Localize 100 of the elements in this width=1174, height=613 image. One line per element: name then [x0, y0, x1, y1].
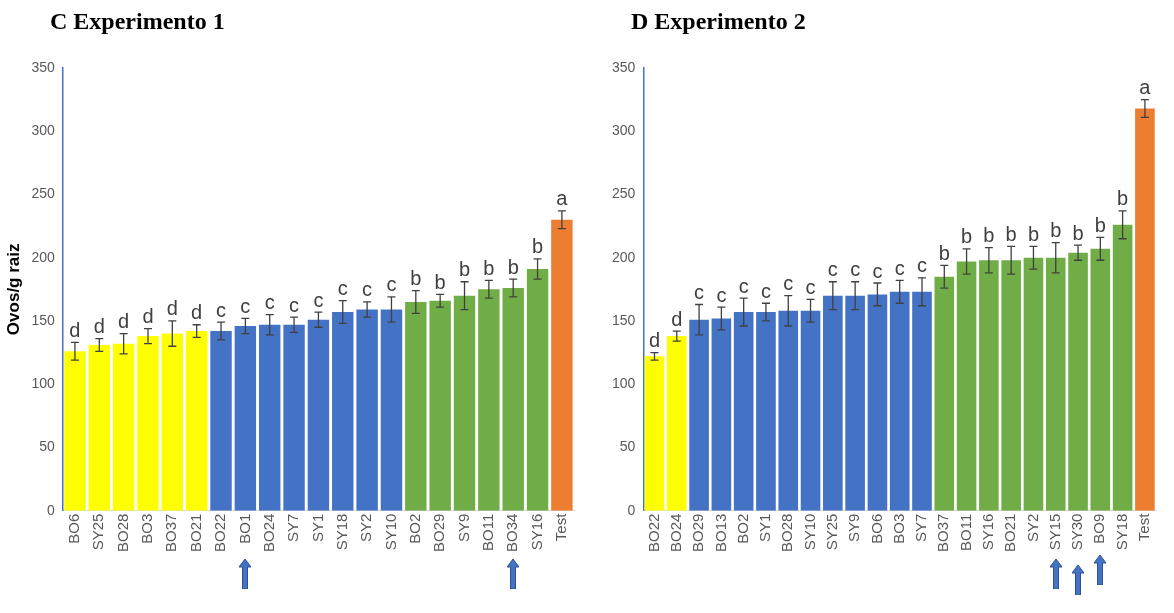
annotation: b [961, 225, 973, 248]
x-tick-label: BO37 [934, 513, 952, 552]
annotation: d [166, 297, 178, 320]
y-tick-label: 300 [612, 122, 636, 139]
annotation: b [483, 256, 495, 279]
x-tick-label: BO2 [733, 513, 751, 544]
annotation: c [386, 273, 397, 296]
y-tick-label: 50 [619, 438, 636, 455]
annotation: b [983, 224, 995, 247]
annotation: b [1072, 221, 1084, 244]
bar [307, 319, 330, 511]
annotation: c [894, 256, 905, 279]
bar [1001, 260, 1021, 511]
bar [823, 295, 843, 511]
bar [283, 324, 305, 511]
y-tick-label: 300 [31, 122, 55, 139]
x-tick-label: BO1 [235, 513, 253, 544]
bar [234, 326, 257, 511]
y-tick-label: 250 [612, 185, 636, 202]
chart-title: D Experimento 2 [630, 7, 807, 36]
annotation: a [556, 187, 569, 210]
annotation: b [1117, 187, 1129, 210]
y-tick-label: 150 [612, 311, 636, 328]
annotation: c [264, 291, 275, 314]
annotation: c [694, 281, 705, 304]
bar [161, 333, 184, 511]
y-tick-label: 50 [39, 438, 55, 455]
x-tick-label: BO34 [503, 513, 521, 552]
y-axis-title: Ovos/g raiz [3, 243, 23, 336]
annotation: c [917, 254, 927, 277]
x-tick-label: BO28 [113, 513, 131, 552]
bar [526, 269, 549, 511]
bar [64, 351, 86, 511]
x-tick-label: SY2 [357, 513, 375, 542]
annotation: d [69, 318, 81, 341]
bar [689, 319, 709, 511]
bar [778, 310, 799, 511]
annotation: a [1139, 76, 1152, 99]
bar [1068, 252, 1088, 511]
chart-title: C Experimento 1 [49, 7, 226, 36]
y-tick-label: 350 [612, 58, 636, 75]
bar [1112, 224, 1133, 511]
x-tick-label: BO29 [430, 513, 448, 552]
x-tick-label: BO24 [259, 513, 277, 552]
annotation: d [648, 329, 661, 352]
bar [380, 309, 403, 511]
bar [185, 331, 208, 511]
bar [356, 309, 378, 511]
x-tick-label: Test [552, 512, 570, 542]
x-tick-label: SY10 [381, 513, 399, 551]
annotation: c [313, 288, 324, 311]
x-tick-label: BO21 [186, 513, 204, 552]
annotation: c [716, 283, 727, 306]
x-tick-label: SY9 [454, 513, 472, 542]
bar [867, 294, 888, 511]
annotation: b [458, 258, 471, 281]
bar [478, 289, 500, 511]
bar [551, 219, 573, 511]
x-tick-label: SY9 [845, 513, 863, 542]
x-tick-label: BO28 [778, 513, 796, 552]
bar [1045, 257, 1066, 511]
x-tick-label: SY25 [89, 513, 107, 551]
annotation: b [410, 267, 422, 290]
bar [1135, 108, 1155, 511]
annotation: b [434, 270, 446, 293]
bar [889, 291, 910, 511]
bar [502, 288, 524, 511]
annotation: b [938, 241, 950, 264]
annotation: c [289, 293, 300, 316]
annotation: c [805, 275, 816, 298]
bar [405, 301, 427, 511]
x-tick-label: SY16 [527, 513, 545, 551]
x-tick-label: BO22 [211, 513, 229, 552]
x-tick-label: SY10 [800, 513, 818, 551]
bar [756, 312, 776, 511]
y-tick-label: 150 [31, 311, 55, 328]
annotation: d [118, 310, 130, 333]
bar [800, 310, 821, 511]
x-tick-label: BO9 [1090, 513, 1108, 544]
annotation: b [531, 235, 544, 258]
annotation: c [240, 294, 251, 317]
bar [733, 312, 754, 511]
annotation: c [362, 278, 373, 301]
x-tick-label: BO22 [644, 513, 662, 552]
x-tick-label: BO21 [1001, 513, 1019, 552]
y-tick-label: 350 [31, 58, 55, 75]
y-tick-label: 250 [31, 185, 55, 202]
bar [453, 295, 476, 511]
x-tick-label: SY1 [756, 513, 774, 542]
bar [912, 291, 932, 511]
y-tick-label: 100 [31, 375, 55, 392]
x-tick-label: BO3 [138, 513, 156, 544]
bar [210, 331, 232, 511]
annotation: d [142, 305, 154, 328]
annotation: b [1094, 213, 1106, 236]
x-tick-label: BO24 [666, 513, 684, 552]
bar [137, 336, 159, 511]
bar [934, 276, 955, 511]
x-tick-label: BO11 [956, 513, 974, 551]
annotation: c [738, 274, 749, 297]
